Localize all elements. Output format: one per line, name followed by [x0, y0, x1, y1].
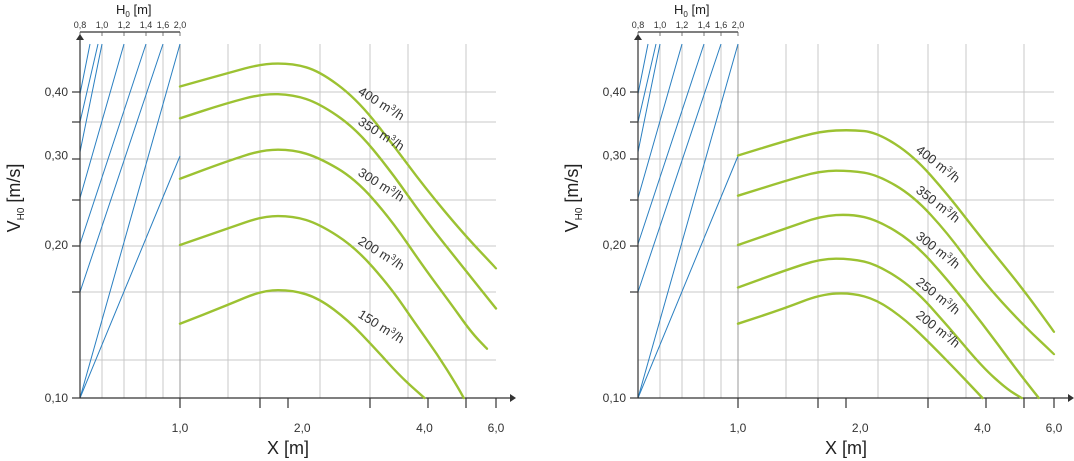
h0-reference-line: [637, 43, 649, 95]
series-curve-4: [736, 257, 1024, 400]
top-axis-title: H0 [m]: [674, 2, 710, 19]
top-axis-tick-label: 0,8: [74, 20, 87, 30]
series-curve-3: [736, 213, 1040, 400]
y-tick-label: 0,10: [45, 391, 69, 405]
h0-reference-line: [637, 43, 661, 153]
x-tick-label: 6,0: [488, 421, 505, 435]
top-axis-tick-label: 1,0: [96, 20, 109, 30]
chart-panel-1: 0,8 1,0 1,2 1,4 1,6 2,0 H0 [m] 1,0 2,0 4,0 6,0 X [m…: [4, 2, 516, 458]
top-axis-tick-label: 2,0: [732, 20, 745, 30]
series-curve-3: [178, 148, 489, 350]
x-tick-label: 2,0: [852, 421, 869, 435]
top-axis-tick-label: 1,0: [654, 20, 667, 30]
series-curve-1: [178, 62, 498, 270]
h0-reference-line: [637, 155, 739, 399]
x-axis-title: X [m]: [825, 438, 867, 458]
top-axis-tick-label: 0,8: [632, 20, 645, 30]
top-axis-tick-label: 1,4: [140, 20, 153, 30]
series-curve-5: [178, 288, 426, 400]
chart-panel-2: 0,8 1,0 1,2 1,4 1,6 2,0 H0 [m] 1,0 2,0 4,0 6,0 X [m…: [562, 2, 1074, 458]
series-curve-5: [736, 292, 984, 400]
y-tick-label: 0,30: [603, 149, 627, 163]
h0-reference-line: [79, 43, 181, 399]
h0-reference-line: [79, 155, 181, 399]
y-axis-title: VH0 [m/s]: [4, 164, 27, 233]
x-axis-title: X [m]: [267, 438, 309, 458]
top-axis-title: H0 [m]: [116, 2, 152, 19]
x-tick-label: 1,0: [730, 421, 747, 435]
y-axis-arrow: [634, 34, 642, 40]
h0-reference-line: [79, 43, 147, 245]
y-tick-label: 0,40: [603, 85, 627, 99]
y-tick-label: 0,40: [45, 85, 69, 99]
top-axis-tick-label: 1,6: [715, 20, 728, 30]
h0-reference-line: [79, 43, 91, 95]
top-axis-tick-label: 1,2: [676, 20, 689, 30]
h0-reference-line: [637, 43, 683, 199]
top-axis-tick-label: 1,2: [118, 20, 131, 30]
x-axis-arrow: [510, 394, 516, 402]
x-axis-arrow: [1068, 394, 1074, 402]
x-tick-label: 4,0: [416, 421, 433, 435]
h0-reference-line: [637, 43, 705, 245]
x-tick-label: 4,0: [974, 421, 991, 435]
x-tick-label: 2,0: [294, 421, 311, 435]
h0-reference-line: [637, 43, 739, 399]
y-tick-label: 0,20: [603, 238, 627, 252]
y-tick-label: 0,30: [45, 149, 69, 163]
series-curve-2: [178, 92, 498, 310]
x-tick-label: 1,0: [172, 421, 189, 435]
series-label-5: 150 m3/h: [356, 306, 408, 346]
top-axis-tick-label: 1,6: [157, 20, 170, 30]
y-axis-arrow: [76, 34, 84, 40]
series-curve-1: [736, 129, 1056, 333]
top-axis-tick-label: 2,0: [174, 20, 187, 30]
series-label-4: 200 m3/h: [356, 233, 408, 273]
h0-reference-line: [637, 43, 722, 293]
h0-reference-line: [637, 43, 657, 123]
series-curve-4: [178, 214, 465, 400]
h0-reference-line: [79, 43, 164, 293]
h0-reference-line: [79, 43, 99, 123]
series-curve-2: [736, 169, 1056, 356]
y-tick-label: 0,10: [603, 391, 627, 405]
y-axis-title: VH0 [m/s]: [562, 164, 585, 233]
y-tick-label: 0,20: [45, 238, 69, 252]
h0-reference-line: [79, 43, 125, 199]
top-axis-tick-label: 1,4: [698, 20, 711, 30]
x-tick-label: 6,0: [1046, 421, 1063, 435]
h0-reference-line: [79, 43, 103, 153]
